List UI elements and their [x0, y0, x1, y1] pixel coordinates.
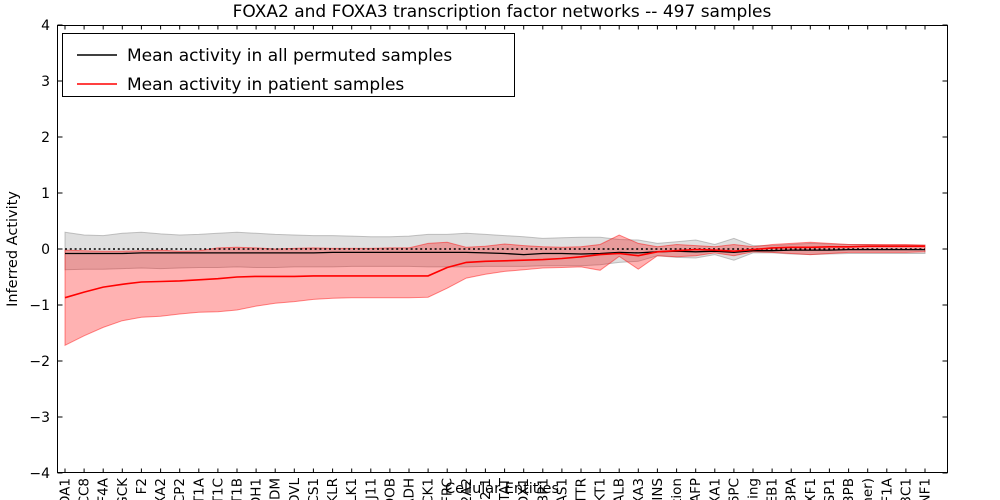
x-tick-label: ALAS1	[554, 478, 570, 500]
x-tick-label: DLK1	[344, 478, 360, 500]
y-tick-label: −2	[29, 354, 50, 370]
x-tick-label: CEBPA	[784, 477, 800, 500]
x-tick-label: AFP	[688, 478, 704, 500]
permuted-confidence-band	[64, 231, 926, 271]
x-tick-label: NKX2-1	[478, 478, 494, 500]
x-tick-label: G6PC	[726, 478, 742, 500]
x-tick-label: CEBPB	[841, 478, 857, 500]
x-tick-label: HMGCS1	[306, 478, 322, 500]
x-tick-label: ALB	[612, 478, 628, 500]
y-tick-label: 0	[41, 242, 50, 258]
x-tick-label: response to starvation	[669, 478, 685, 500]
x-tick-label: ALDOB	[382, 478, 398, 500]
x-tick-label: F2	[134, 478, 150, 494]
legend: Mean activity in all permuted samples Me…	[62, 33, 515, 97]
patient-mean-line	[64, 245, 925, 299]
x-tick-label: KCNJ11	[363, 478, 379, 500]
y-axis-label: Inferred Activity	[5, 191, 21, 307]
x-tick-label: CREB1	[765, 478, 781, 500]
x-tick-label: PCK1	[421, 478, 437, 500]
chart-title: FOXA2 and FOXA3 transcription factor net…	[233, 2, 772, 22]
x-tick-labels: APOA1ABCC8HNF4AGCKF2FOXA2UCP2CPT1ACPT1CC…	[58, 477, 934, 500]
y-tick-label: 2	[41, 130, 50, 146]
x-tick-label: NR3C1	[898, 478, 914, 500]
y-tick-label: −3	[29, 410, 50, 426]
x-tick-label: TTR	[574, 478, 590, 500]
x-tick-label: ABCC8	[77, 478, 93, 500]
x-tick-label: UCP2	[172, 478, 188, 500]
patient-confidence-band	[64, 234, 926, 347]
x-tick-label: CPT1A	[191, 477, 207, 500]
x-tick-label: BDH1	[249, 478, 265, 500]
y-tick-labels: 4 3 2 1 0 −1 −2 −3 −4	[29, 18, 50, 482]
x-tick-label: FOXA1	[707, 478, 723, 500]
series-lines	[64, 245, 925, 299]
x-tick-label: TFRC	[440, 478, 456, 500]
x-tick-label: NF1	[918, 478, 934, 500]
y-tick-label: 1	[41, 186, 50, 202]
x-tick-label: HNF1A	[879, 477, 895, 500]
permuted-mean-line	[65, 248, 925, 256]
legend-box	[62, 33, 515, 97]
x-tick-label: HADH	[402, 478, 418, 500]
y-tick-label: −1	[29, 298, 50, 314]
x-axis-label: Cellular Entities	[445, 481, 559, 497]
legend-label-permuted: Mean activity in all permuted samples	[127, 46, 452, 66]
y-tick-label: −4	[29, 466, 50, 482]
x-tick-label: INS	[650, 478, 666, 500]
x-tick-label: TAT	[497, 477, 513, 500]
x-tick-label: HNF4A	[96, 477, 112, 500]
x-tick-label: ACADVL	[287, 478, 303, 500]
x-tick-label: SLC2A2	[459, 478, 475, 500]
x-tick-label: SP1	[822, 478, 838, 500]
x-tick-label: FOXF1	[803, 478, 819, 500]
x-tick-label: CPT1C	[210, 478, 226, 500]
x-tick-label: chromatin remodeling	[746, 478, 762, 500]
x-tick-label: GCK	[115, 477, 131, 500]
x-tick-label: IGFBP1	[535, 478, 551, 500]
x-tick-label: FOXA2	[153, 478, 169, 500]
axis-ticks	[57, 24, 948, 474]
y-tick-label: 3	[41, 74, 50, 90]
legend-label-patient: Mean activity in patient samples	[127, 75, 404, 95]
x-tick-label: APOA1	[58, 478, 74, 500]
x-tick-label: PKLR	[325, 478, 341, 500]
x-tick-label: AKT1	[593, 478, 609, 500]
x-tick-label: CPT1B	[230, 478, 246, 500]
x-tick-label: PDX1	[516, 478, 532, 500]
x-tick-label: FOXA3	[631, 478, 647, 500]
x-tick-label: ACADM	[268, 478, 284, 500]
y-tick-label: 4	[41, 18, 50, 34]
x-tick-label: HNF1A (dimer)	[860, 478, 876, 500]
